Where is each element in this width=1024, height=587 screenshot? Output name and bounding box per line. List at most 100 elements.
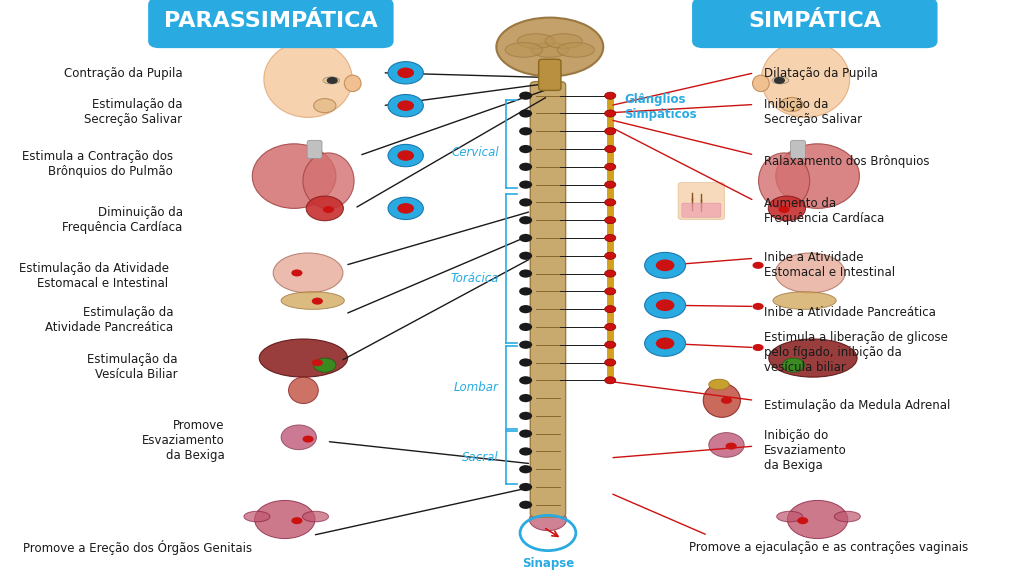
Circle shape: [519, 198, 532, 207]
Ellipse shape: [772, 77, 788, 84]
Text: Lombar: Lombar: [454, 381, 499, 394]
Text: Estimula a Contração dos
Brônquios do Pulmão: Estimula a Contração dos Brônquios do Pu…: [23, 150, 173, 178]
Circle shape: [519, 483, 532, 491]
Text: Glânglios
Simpáticos: Glânglios Simpáticos: [625, 93, 696, 121]
Circle shape: [604, 92, 615, 99]
Circle shape: [782, 358, 805, 372]
Ellipse shape: [753, 75, 769, 92]
Ellipse shape: [323, 77, 340, 84]
Circle shape: [311, 359, 323, 366]
Text: Estimulação da
Secreção Salivar: Estimulação da Secreção Salivar: [84, 97, 182, 126]
Ellipse shape: [835, 511, 860, 522]
FancyBboxPatch shape: [678, 183, 725, 220]
FancyBboxPatch shape: [692, 0, 938, 48]
FancyBboxPatch shape: [307, 140, 322, 158]
Ellipse shape: [344, 75, 361, 92]
Ellipse shape: [282, 425, 316, 450]
Circle shape: [645, 252, 685, 278]
Circle shape: [604, 341, 615, 348]
Text: Torácica: Torácica: [451, 272, 499, 285]
Ellipse shape: [306, 196, 343, 221]
Circle shape: [797, 517, 808, 524]
Circle shape: [645, 292, 685, 318]
Text: Inibe a Atividade Pancreática: Inibe a Atividade Pancreática: [764, 306, 936, 319]
Circle shape: [645, 330, 685, 356]
Circle shape: [655, 259, 675, 271]
Circle shape: [519, 465, 532, 473]
Circle shape: [604, 234, 615, 241]
Circle shape: [291, 517, 302, 524]
Text: Ralaxamento dos Brônquios: Ralaxamento dos Brônquios: [764, 155, 929, 168]
Text: Promove a ejaculação e as contrações vaginais: Promove a ejaculação e as contrações vag…: [689, 541, 969, 554]
Ellipse shape: [289, 377, 318, 404]
Circle shape: [519, 234, 532, 242]
Circle shape: [726, 443, 736, 450]
Ellipse shape: [557, 43, 595, 58]
Ellipse shape: [505, 43, 543, 58]
Text: Dilatação da Pupila: Dilatação da Pupila: [764, 67, 878, 80]
Circle shape: [655, 299, 675, 311]
Ellipse shape: [773, 292, 837, 309]
Ellipse shape: [776, 511, 803, 522]
Circle shape: [519, 394, 532, 402]
Text: Estimulação da
Atividade Pancreática: Estimulação da Atividade Pancreática: [45, 306, 173, 334]
Circle shape: [291, 269, 302, 276]
Circle shape: [604, 163, 615, 170]
Circle shape: [519, 145, 532, 153]
Circle shape: [604, 110, 615, 117]
Text: Diminuição da
Frequência Cardíaca: Diminuição da Frequência Cardíaca: [62, 206, 182, 234]
Text: Estimulação da Atividade
Estomacal e Intestinal: Estimulação da Atividade Estomacal e Int…: [18, 262, 169, 290]
Circle shape: [519, 269, 532, 278]
Circle shape: [604, 306, 615, 313]
Circle shape: [397, 203, 414, 214]
Text: Aumento da
Frequência Cardíaca: Aumento da Frequência Cardíaca: [764, 197, 884, 225]
Ellipse shape: [769, 339, 857, 377]
Ellipse shape: [497, 18, 603, 76]
FancyBboxPatch shape: [530, 82, 565, 517]
Circle shape: [313, 358, 336, 372]
Text: PARASSIMPÁTICA: PARASSIMPÁTICA: [164, 11, 378, 31]
Circle shape: [323, 206, 334, 213]
Circle shape: [519, 447, 532, 456]
Text: Inibição do
Esvaziamento
da Bexiga: Inibição do Esvaziamento da Bexiga: [764, 429, 847, 473]
Ellipse shape: [531, 43, 568, 58]
Ellipse shape: [709, 379, 729, 390]
Circle shape: [721, 397, 732, 404]
Ellipse shape: [273, 253, 343, 293]
Ellipse shape: [759, 153, 810, 209]
Circle shape: [397, 68, 414, 78]
Ellipse shape: [303, 153, 354, 209]
Text: Estimula a liberação de glicose
pelo fígado, inibição da
vesícula biliar: Estimula a liberação de glicose pelo fíg…: [764, 330, 947, 374]
Text: SIMPÁTICA: SIMPÁTICA: [749, 11, 882, 31]
Ellipse shape: [302, 511, 329, 522]
Circle shape: [753, 303, 764, 310]
Circle shape: [388, 62, 423, 84]
Circle shape: [519, 127, 532, 136]
Circle shape: [388, 144, 423, 167]
Circle shape: [753, 262, 764, 269]
Circle shape: [604, 323, 615, 330]
Circle shape: [519, 323, 532, 331]
Ellipse shape: [709, 433, 744, 457]
Ellipse shape: [259, 339, 347, 377]
FancyBboxPatch shape: [682, 203, 721, 217]
Ellipse shape: [703, 383, 740, 417]
Text: Inibe a Atividade
Estomacal e Intestinal: Inibe a Atividade Estomacal e Intestinal: [764, 251, 895, 279]
Ellipse shape: [282, 292, 344, 309]
Circle shape: [753, 344, 764, 351]
Ellipse shape: [768, 196, 806, 221]
Circle shape: [519, 430, 532, 438]
Text: Sacral: Sacral: [462, 451, 499, 464]
Text: Cervical: Cervical: [451, 146, 499, 159]
Text: Inibição da
Secreção Salivar: Inibição da Secreção Salivar: [764, 97, 862, 126]
Text: Contração da Pupila: Contração da Pupila: [63, 67, 182, 80]
Circle shape: [519, 376, 532, 384]
Circle shape: [519, 252, 532, 260]
Ellipse shape: [775, 253, 845, 293]
Circle shape: [604, 181, 615, 188]
Ellipse shape: [787, 500, 848, 539]
Circle shape: [519, 305, 532, 313]
Circle shape: [397, 150, 414, 161]
Circle shape: [604, 217, 615, 224]
Circle shape: [774, 77, 785, 84]
